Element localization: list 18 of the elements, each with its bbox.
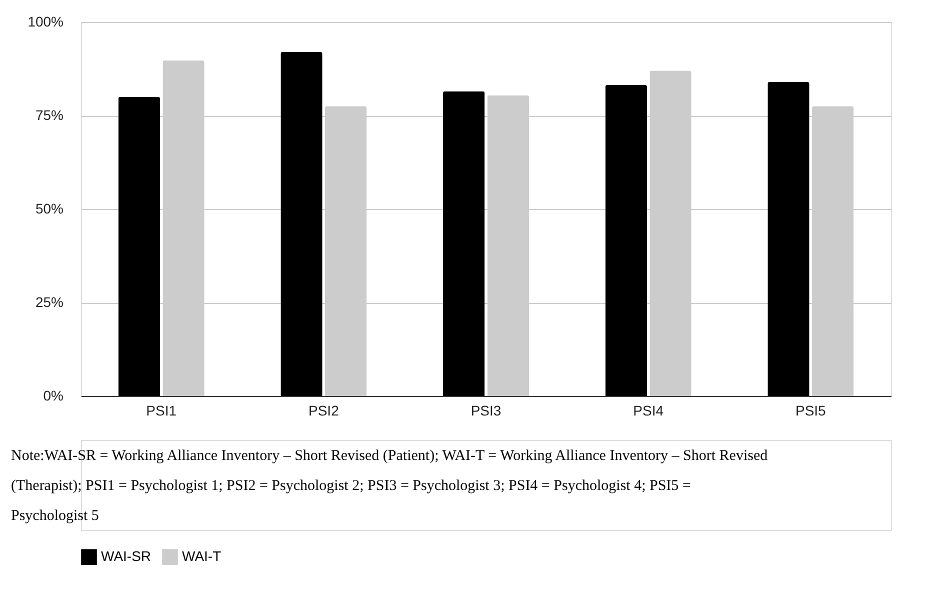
x-tick-label: PSI3 [470, 402, 502, 418]
y-tick-label: 25% [35, 294, 64, 310]
bar [768, 82, 810, 396]
bar [605, 84, 647, 396]
x-tick-label: PSI4 [633, 402, 664, 418]
legend-label: WAI-SR [101, 548, 152, 564]
legend-label: WAI-T [182, 548, 222, 564]
bar [442, 91, 485, 396]
y-tick-label: 75% [35, 107, 64, 123]
y-tick-label: 100% [28, 14, 64, 30]
bar [118, 96, 160, 396]
x-tick-label: PSI1 [146, 402, 177, 418]
y-tick-label: 0% [43, 388, 64, 404]
text: Note:WAI-SR = Working Alliance Inventory – Short Revised (Patient); WAI-T = Working Alliance Inventory – Short Revised (Therapist); PSI1 = Psychologist 1; PSI2 = Psychologist 2; PSI3 = Psychologist 3; PSI4 = Psychologist 4; PSI5 = Psychologist 5 [11, 448, 768, 524]
x-tick-label: PSI5 [795, 402, 826, 418]
y-tick-label: 50% [35, 200, 64, 216]
x-tick-label: PSI2 [308, 402, 340, 418]
bar [280, 52, 322, 396]
